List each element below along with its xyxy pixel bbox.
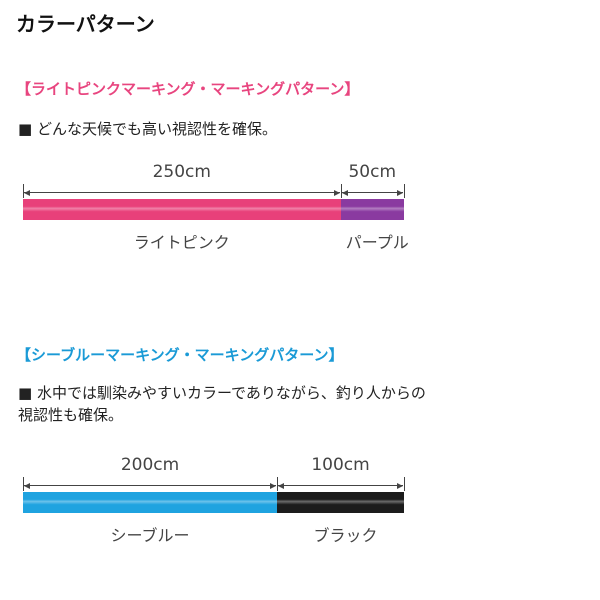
segment-color-name: シーブルー xyxy=(110,526,190,545)
page-title: カラーパターン xyxy=(16,12,155,36)
pattern-description: ■ どんな天候でも高い視認性を確保。 xyxy=(18,120,277,138)
segment-color-name: パープル xyxy=(345,233,409,252)
dimension-tick xyxy=(23,477,24,491)
pattern-header-blue: 【シーブルーマーキング・マーキングパターン】 xyxy=(16,346,344,364)
dimension-tick xyxy=(23,184,24,198)
bar-segment xyxy=(23,199,341,220)
pattern-header-pink: 【ライトピンクマーキング・マーキングパターン】 xyxy=(16,80,360,98)
dimension-line xyxy=(24,485,276,486)
arrow-right-icon xyxy=(270,482,276,489)
arrow-right-icon xyxy=(397,482,403,489)
arrow-right-icon xyxy=(333,189,340,196)
arrow-left-icon xyxy=(24,189,30,196)
arrow-right-icon xyxy=(397,189,403,196)
arrow-left-icon xyxy=(278,482,284,489)
segment-color-name: ライトピンク xyxy=(133,233,230,252)
arrow-left-icon xyxy=(341,189,348,196)
bar-segment xyxy=(340,199,404,220)
pattern-description: 視認性も確保。 xyxy=(18,406,124,424)
pattern-description: ■ 水中では馴染みやすいカラーでありながら、釣り人からの xyxy=(18,384,426,402)
segment-length: 100cm xyxy=(311,455,370,475)
arrow-left-icon xyxy=(24,482,30,489)
segment-color-name: ブラック xyxy=(313,526,378,545)
dimension-line xyxy=(278,485,403,486)
dimension-tick xyxy=(340,184,342,198)
dimension-line xyxy=(341,192,403,193)
dimension-tick xyxy=(404,477,405,491)
bar-segment xyxy=(23,492,277,513)
segment-length: 250cm xyxy=(152,162,211,182)
dimension-tick xyxy=(404,184,405,198)
dimension-line xyxy=(24,192,340,193)
segment-length: 200cm xyxy=(120,455,180,475)
segment-length: 50cm xyxy=(348,162,397,182)
bar-segment xyxy=(277,492,404,513)
dimension-tick xyxy=(277,477,278,491)
